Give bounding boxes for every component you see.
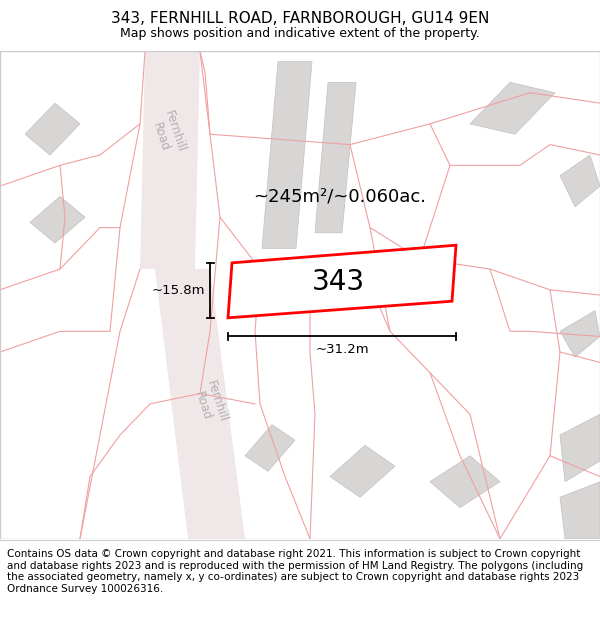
Polygon shape — [140, 51, 200, 269]
Text: Contains OS data © Crown copyright and database right 2021. This information is : Contains OS data © Crown copyright and d… — [7, 549, 583, 594]
Polygon shape — [315, 82, 356, 232]
Polygon shape — [560, 414, 600, 482]
Polygon shape — [245, 424, 295, 471]
Polygon shape — [430, 456, 500, 508]
Text: Fernhill
Road: Fernhill Road — [190, 379, 230, 429]
Text: ~31.2m: ~31.2m — [315, 342, 369, 356]
Text: ~15.8m: ~15.8m — [151, 284, 205, 297]
Polygon shape — [560, 482, 600, 539]
Text: Map shows position and indicative extent of the property.: Map shows position and indicative extent… — [120, 27, 480, 40]
Polygon shape — [470, 82, 555, 134]
Polygon shape — [25, 103, 80, 155]
Polygon shape — [30, 196, 85, 243]
Text: ~245m²/~0.060ac.: ~245m²/~0.060ac. — [254, 188, 427, 206]
Text: 343, FERNHILL ROAD, FARNBOROUGH, GU14 9EN: 343, FERNHILL ROAD, FARNBOROUGH, GU14 9E… — [111, 11, 489, 26]
Polygon shape — [560, 311, 600, 358]
Polygon shape — [330, 446, 395, 498]
Text: Fernhill
Road: Fernhill Road — [148, 109, 188, 159]
Polygon shape — [228, 245, 456, 318]
Polygon shape — [155, 269, 245, 539]
Polygon shape — [560, 155, 600, 207]
Polygon shape — [262, 62, 312, 248]
Text: 343: 343 — [311, 268, 365, 296]
